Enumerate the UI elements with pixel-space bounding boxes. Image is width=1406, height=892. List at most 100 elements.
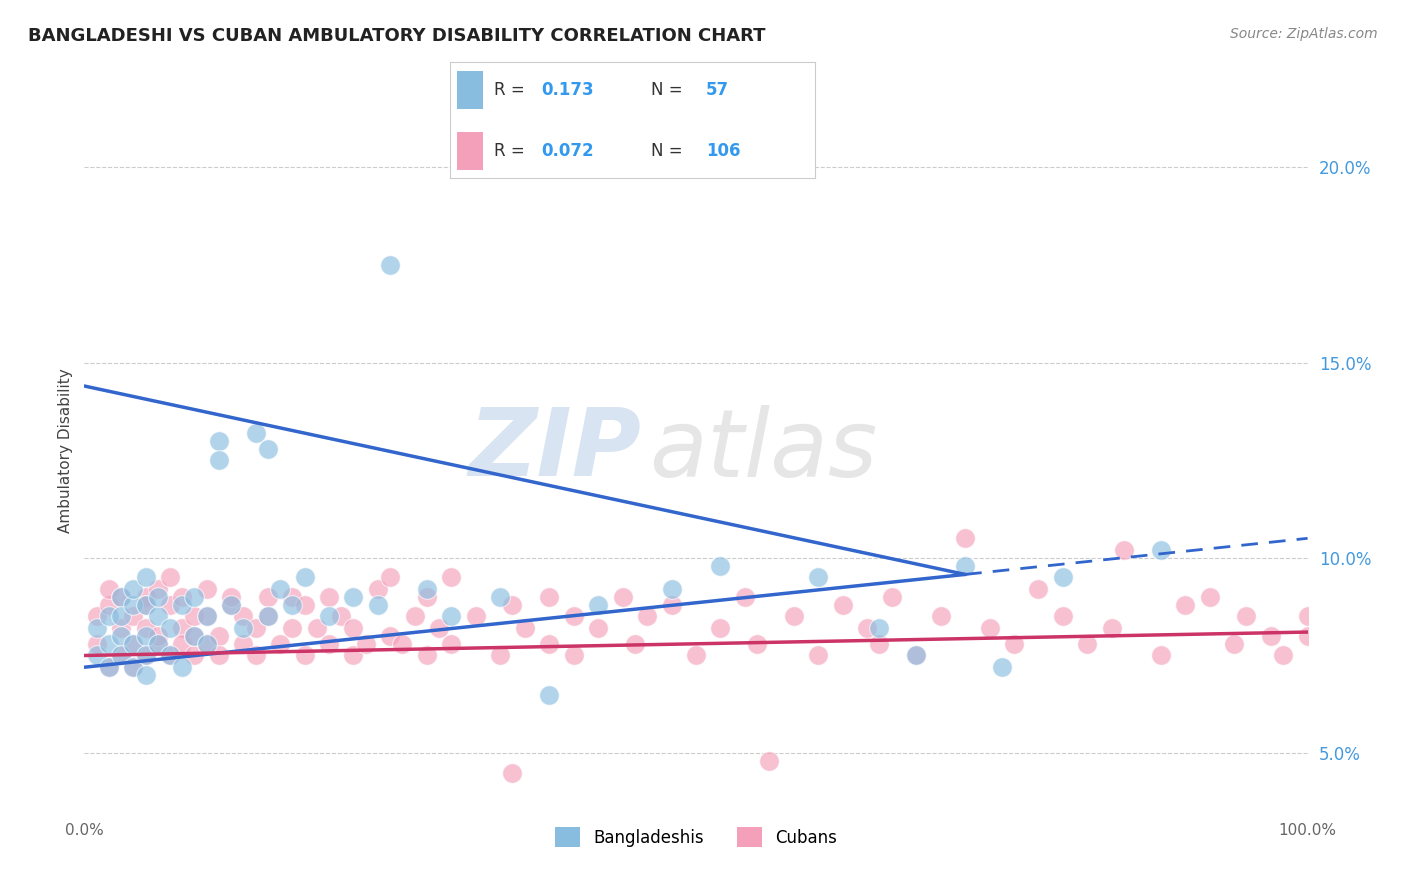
Point xyxy=(97,598,120,612)
Point xyxy=(440,609,463,624)
Point xyxy=(135,590,157,604)
Point xyxy=(97,660,120,674)
Text: ZIP: ZIP xyxy=(468,404,641,497)
Point xyxy=(367,598,389,612)
Point xyxy=(513,621,536,635)
Point xyxy=(172,660,194,674)
Point xyxy=(159,648,181,663)
Point xyxy=(159,570,181,584)
Point xyxy=(380,629,402,643)
Point xyxy=(110,590,132,604)
Point xyxy=(953,558,976,573)
Point xyxy=(342,621,364,635)
Point xyxy=(195,609,218,624)
Point xyxy=(245,621,267,635)
Point xyxy=(146,582,169,596)
Point xyxy=(538,688,561,702)
Point xyxy=(159,598,181,612)
Point xyxy=(122,637,145,651)
Point xyxy=(86,648,108,663)
Point xyxy=(342,648,364,663)
Point xyxy=(562,609,585,624)
Point xyxy=(97,609,120,624)
Point xyxy=(1296,609,1319,624)
Point xyxy=(538,590,561,604)
Point xyxy=(661,598,683,612)
Point xyxy=(905,648,928,663)
Point xyxy=(110,648,132,663)
Point xyxy=(869,637,891,651)
Point xyxy=(318,609,340,624)
Point xyxy=(232,637,254,651)
Point xyxy=(709,621,731,635)
Point xyxy=(135,648,157,663)
Point xyxy=(831,598,853,612)
Point xyxy=(1174,598,1197,612)
Point xyxy=(489,590,512,604)
Point xyxy=(183,609,205,624)
Point xyxy=(208,629,231,643)
Point xyxy=(245,425,267,440)
Point xyxy=(502,598,524,612)
Point xyxy=(122,609,145,624)
Text: 0.072: 0.072 xyxy=(541,142,593,160)
Point xyxy=(110,648,132,663)
Point xyxy=(991,660,1014,674)
Point xyxy=(135,621,157,635)
Point xyxy=(979,621,1001,635)
Point xyxy=(135,648,157,663)
Point xyxy=(122,598,145,612)
Point xyxy=(869,621,891,635)
Point xyxy=(269,637,291,651)
Point xyxy=(1272,648,1295,663)
Point xyxy=(416,648,439,663)
Point xyxy=(880,590,903,604)
Point xyxy=(502,765,524,780)
Point xyxy=(685,648,707,663)
Point xyxy=(1223,637,1246,651)
Point xyxy=(110,609,132,624)
Bar xyxy=(457,71,482,109)
Point xyxy=(1198,590,1220,604)
Point xyxy=(1002,637,1025,651)
Point xyxy=(1150,543,1173,558)
Point xyxy=(1236,609,1258,624)
Point xyxy=(110,629,132,643)
Point xyxy=(195,582,218,596)
Point xyxy=(183,629,205,643)
Point xyxy=(318,590,340,604)
Point xyxy=(440,570,463,584)
Point xyxy=(219,590,242,604)
Point xyxy=(122,660,145,674)
Point xyxy=(281,590,304,604)
Point xyxy=(734,590,756,604)
Point xyxy=(97,660,120,674)
Point xyxy=(538,637,561,651)
Point xyxy=(122,660,145,674)
Point xyxy=(953,532,976,546)
Point xyxy=(97,637,120,651)
Point xyxy=(110,621,132,635)
Text: atlas: atlas xyxy=(650,405,877,496)
Point xyxy=(257,442,280,456)
Point xyxy=(208,434,231,448)
Point xyxy=(159,648,181,663)
Point xyxy=(330,609,353,624)
Point xyxy=(318,637,340,651)
Point xyxy=(208,648,231,663)
Point xyxy=(305,621,328,635)
Point xyxy=(440,637,463,651)
Point xyxy=(183,590,205,604)
Point xyxy=(1052,570,1074,584)
Point xyxy=(146,609,169,624)
Point xyxy=(232,609,254,624)
Point xyxy=(219,598,242,612)
Point xyxy=(636,609,658,624)
Point xyxy=(1114,543,1136,558)
Point xyxy=(404,609,426,624)
Point xyxy=(905,648,928,663)
Point xyxy=(562,648,585,663)
Point xyxy=(281,598,304,612)
Point xyxy=(856,621,879,635)
Point xyxy=(1260,629,1282,643)
